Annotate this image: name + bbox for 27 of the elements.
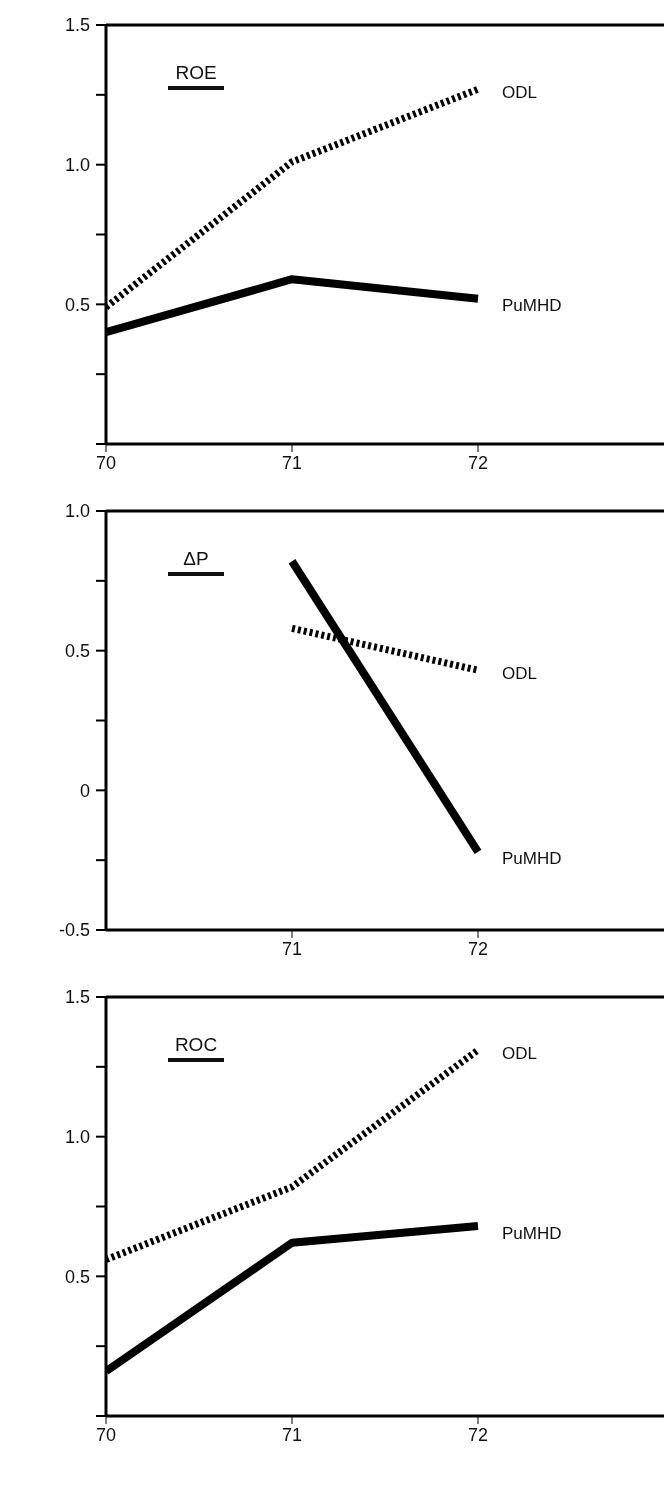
series-label: ODL	[502, 1043, 537, 1063]
x-tick-label: 70	[95, 452, 117, 473]
series-label: PuMHD	[502, 1223, 562, 1243]
y-tick-label: 0	[79, 780, 90, 801]
text: ΔP	[168, 548, 224, 576]
x-tick-label: 72	[467, 938, 489, 959]
x-tick-label: 71	[281, 452, 303, 473]
series-label: PuMHD	[502, 849, 562, 869]
y-tick-label: 1.0	[64, 501, 90, 522]
y-tick-label: 1.5	[64, 987, 90, 1008]
y-tick-label: 1.0	[64, 1127, 90, 1148]
x-tick-label: 72	[467, 452, 489, 473]
y-tick-label: 1.5	[64, 15, 90, 36]
text: ROE	[168, 62, 224, 90]
x-tick-label: 71	[281, 938, 303, 959]
y-tick-label: 1.0	[64, 155, 90, 176]
y-tick-label: 0.5	[64, 294, 90, 315]
y-tick-label: 0.5	[64, 1266, 90, 1287]
x-tick-label: 70	[95, 1424, 117, 1445]
series-label: ODL	[502, 82, 537, 102]
y-tick-label: -0.5	[58, 920, 90, 941]
x-tick-label: 72	[467, 1424, 489, 1445]
series-label: PuMHD	[502, 296, 562, 316]
series-label: ODL	[502, 663, 537, 683]
x-tick-label: 71	[281, 1424, 303, 1445]
y-tick-label: 0.5	[64, 641, 90, 662]
text: ROC	[168, 1034, 224, 1062]
